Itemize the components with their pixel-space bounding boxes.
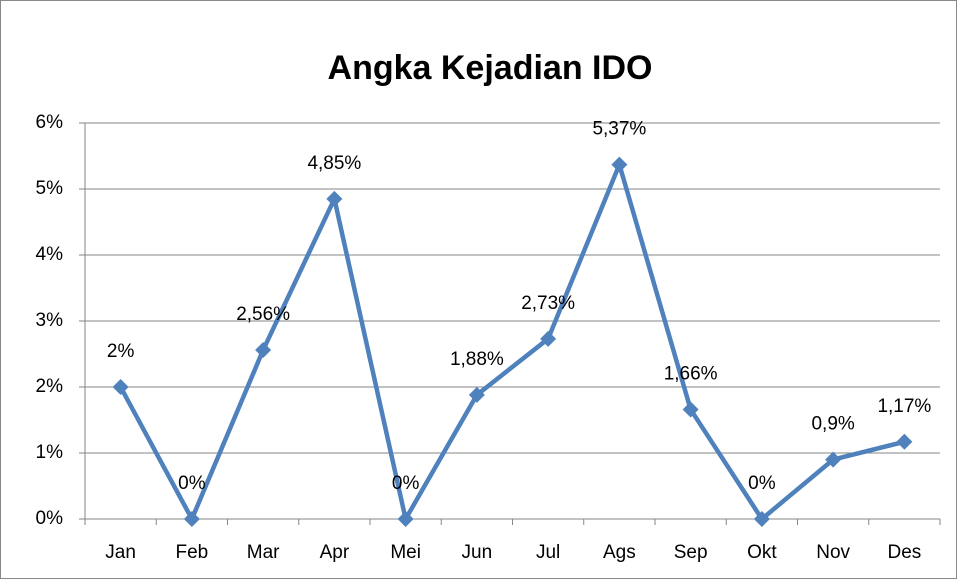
data-label: 1,17%	[877, 396, 931, 417]
x-tick-label: Ags	[603, 542, 636, 563]
y-tick-label: 2%	[36, 376, 64, 397]
marker	[397, 511, 414, 527]
y-tick-label: 0%	[36, 508, 64, 529]
x-tick-label: Jan	[105, 542, 136, 563]
marker	[255, 342, 272, 359]
data-label: 2%	[107, 341, 135, 362]
y-tick-label: 1%	[36, 442, 64, 463]
data-label: 0%	[748, 473, 776, 494]
marker	[183, 511, 200, 527]
marker	[540, 330, 557, 347]
x-tick-label: Nov	[816, 542, 850, 563]
marker	[753, 511, 770, 527]
x-tick-label: Jun	[462, 542, 493, 563]
marker	[825, 451, 842, 468]
x-tick-label: Feb	[176, 542, 209, 563]
marker	[468, 386, 485, 403]
marker	[611, 156, 628, 173]
x-tick-label: Apr	[320, 542, 350, 563]
data-label: 1,66%	[664, 363, 718, 384]
data-label: 2,56%	[236, 304, 290, 325]
marker	[896, 433, 913, 450]
y-tick-label: 3%	[36, 310, 64, 331]
data-label: 4,85%	[307, 153, 361, 174]
data-label: 0%	[392, 473, 420, 494]
x-tick-label: Jul	[536, 542, 560, 563]
marker	[112, 379, 129, 395]
x-tick-label: Mar	[247, 542, 280, 563]
data-label: 1,88%	[450, 349, 504, 370]
x-tick-label: Sep	[674, 542, 708, 563]
chart-title: Angka Kejadian IDO	[328, 49, 653, 87]
marker	[326, 190, 343, 207]
y-tick-label: 4%	[36, 244, 64, 265]
marker	[682, 401, 699, 418]
data-label: 0%	[178, 473, 206, 494]
y-tick-label: 5%	[36, 178, 64, 199]
x-tick-label: Des	[887, 542, 921, 563]
line	[118, 162, 905, 522]
data-label: 5,37%	[592, 119, 646, 140]
y-tick-label: 6%	[36, 112, 64, 133]
x-tick-label: Okt	[747, 542, 777, 563]
x-tick-label: Mei	[390, 542, 421, 563]
data-label: 0,9%	[811, 414, 854, 435]
data-label: 2,73%	[521, 293, 575, 314]
